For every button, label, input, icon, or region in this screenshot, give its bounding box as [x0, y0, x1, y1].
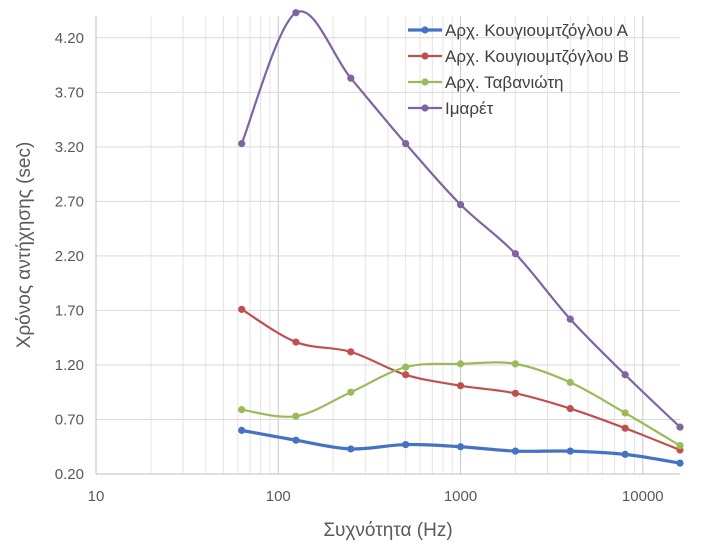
data-point [566, 315, 574, 323]
series-group [238, 426, 684, 467]
data-point [566, 447, 574, 455]
data-point [676, 442, 684, 450]
y-axis-title: Χρόνος αντήχησης (sec) [14, 142, 35, 349]
data-point [292, 436, 300, 444]
data-point [292, 338, 300, 346]
legend-item: Αρχ. Ταβανιώτη [408, 73, 564, 92]
data-point [456, 201, 465, 209]
data-point [238, 139, 246, 148]
y-tick-label: 4.20 [55, 30, 84, 47]
data-point [621, 450, 629, 458]
legend-swatch-marker [421, 104, 429, 112]
y-tick-label: 1.70 [55, 302, 84, 319]
series-group [238, 360, 684, 450]
data-point [238, 406, 246, 414]
data-point [511, 447, 519, 455]
data-point [621, 409, 629, 417]
legend-label: Αρχ. Κουγιουμτζόγλου Α [445, 21, 629, 40]
series-layer [238, 9, 684, 467]
series-group [238, 9, 684, 431]
y-tick-label: 2.70 [55, 193, 84, 210]
x-tick-label: 10 [88, 488, 105, 505]
legend-swatch-marker [421, 52, 429, 60]
legend-label: Ιμαρέτ [445, 99, 494, 118]
data-point [238, 305, 246, 313]
y-tick-label: 3.20 [55, 139, 84, 156]
data-point [456, 443, 465, 451]
data-point [511, 389, 519, 397]
x-axis-title: Συχνότητα (Hz) [323, 520, 452, 541]
data-point [402, 363, 410, 371]
legend-swatch-marker [421, 78, 429, 86]
data-point [566, 378, 574, 386]
data-point [238, 426, 246, 434]
legend-item: Αρχ. Κουγιουμτζόγλου Β [408, 47, 629, 66]
y-tick-label: 3.70 [55, 84, 84, 101]
data-point [676, 459, 684, 467]
y-tick-label: 0.70 [55, 411, 84, 428]
data-point [402, 139, 410, 148]
data-point [292, 412, 300, 420]
y-tick-label: 0.20 [55, 466, 84, 483]
x-tick-label: 100 [266, 488, 291, 505]
data-point [566, 404, 574, 413]
grid-layer [95, 16, 680, 475]
data-point [621, 371, 629, 379]
data-point [676, 423, 684, 431]
data-point [511, 250, 519, 258]
legend-item: Αρχ. Κουγιουμτζόγλου Α [408, 21, 629, 40]
legend: Αρχ. Κουγιουμτζόγλου Α Αρχ. Κουγιουμτζόγλ… [408, 21, 629, 118]
data-point [456, 382, 465, 390]
y-tick-label: 1.20 [55, 357, 84, 374]
data-point [511, 360, 519, 368]
data-point [621, 424, 629, 432]
legend-label: Αρχ. Ταβανιώτη [445, 73, 564, 92]
data-point [347, 348, 355, 356]
x-tick-label: 10000 [622, 488, 664, 505]
data-point [402, 371, 410, 379]
data-point [347, 388, 355, 396]
legend-swatch-marker [421, 26, 429, 34]
data-point [456, 360, 465, 368]
legend-label: Αρχ. Κουγιουμτζόγλου Β [445, 47, 629, 66]
legend-item: Ιμαρέτ [408, 99, 494, 118]
x-tick-label: 1000 [444, 488, 477, 505]
axis-layer: 0.20 0.70 1.20 1.70 2.20 2.70 3.20 3.70 4.20 10 10… [55, 16, 680, 505]
y-tick-label: 2.20 [55, 248, 84, 265]
data-point [347, 445, 355, 453]
data-point [347, 74, 355, 82]
data-point [402, 440, 410, 449]
data-point [292, 9, 300, 17]
